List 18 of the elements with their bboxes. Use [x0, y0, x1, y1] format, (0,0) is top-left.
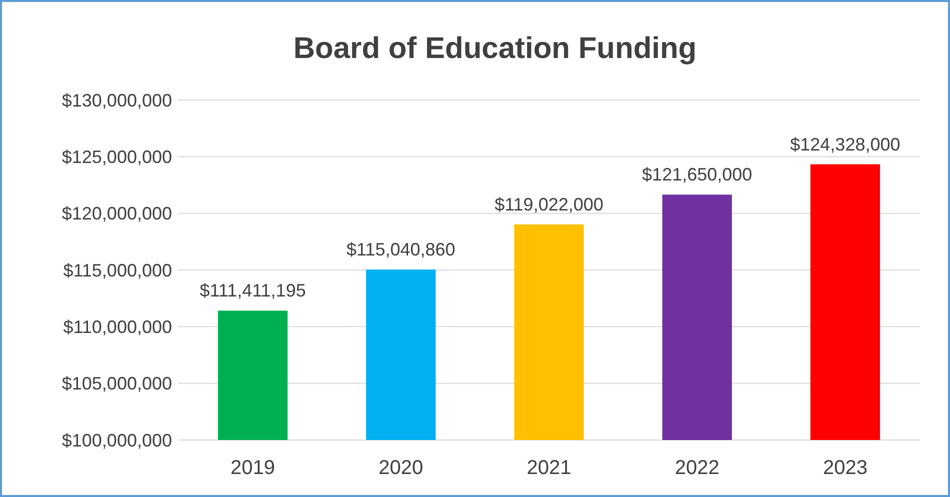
- x-tick-label: 2019: [230, 457, 276, 479]
- data-label: $119,022,000: [494, 194, 604, 214]
- y-tick-label: $100,000,000: [62, 430, 172, 450]
- x-tick-label: 2020: [378, 457, 424, 479]
- chart-title: Board of Education Funding: [293, 32, 697, 65]
- y-tick-label: $130,000,000: [62, 90, 172, 110]
- y-tick-label: $110,000,000: [63, 316, 172, 337]
- data-label: $115,040,860: [346, 240, 456, 260]
- y-tick-label: $125,000,000: [62, 146, 172, 167]
- data-label: $121,650,000: [642, 164, 752, 185]
- data-label: $124,328,000: [790, 134, 900, 154]
- x-tick-label: 2022: [674, 457, 720, 479]
- x-tick-label: 2023: [822, 457, 868, 479]
- x-tick-label: 2021: [526, 457, 572, 479]
- data-label: $111,411,195: [200, 280, 306, 301]
- y-tick-label: $105,000,000: [62, 374, 172, 394]
- y-tick-label: $120,000,000: [62, 204, 172, 224]
- y-tick-label: $115,000,000: [63, 260, 172, 280]
